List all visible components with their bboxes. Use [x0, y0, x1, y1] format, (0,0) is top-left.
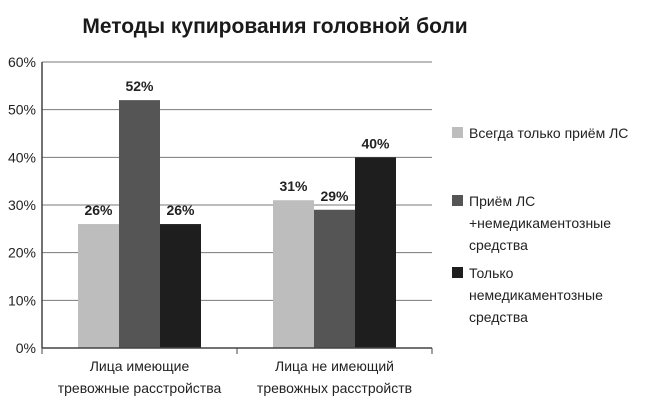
x-category-label: тревожные расстройства [58, 380, 222, 396]
legend: Всегда только приём ЛС Приём ЛС +немедикам… [452, 125, 628, 325]
data-label: 26% [84, 202, 113, 218]
data-label: 31% [279, 178, 308, 194]
y-tick-label: 60% [8, 54, 36, 70]
bar [78, 224, 119, 348]
x-category-label: Лица имеющие [90, 358, 190, 374]
bar [160, 224, 201, 348]
y-tick-label: 20% [8, 245, 36, 261]
legend-label: средства [469, 237, 528, 253]
x-category-label: Лица не имеющий [275, 358, 394, 374]
axes [41, 62, 433, 354]
bars [78, 100, 396, 348]
y-axis-ticks: 0% 10% 20% 30% 40% 50% 60% [8, 54, 36, 356]
bar [119, 100, 160, 348]
bar [273, 200, 314, 348]
data-labels: 26% 52% 26% 31% 29% 40% [84, 78, 390, 218]
data-label: 52% [125, 78, 154, 94]
data-label: 40% [361, 135, 390, 151]
x-category-label: тревожных расстройств [257, 380, 412, 396]
legend-label: Всегда только приём ЛС [469, 125, 628, 141]
y-tick-label: 0% [16, 340, 36, 356]
bar [355, 157, 396, 348]
legend-label: средства [469, 309, 528, 325]
legend-swatch [452, 127, 463, 138]
y-tick-label: 10% [8, 292, 36, 308]
legend-label: Только [469, 265, 514, 281]
legend-label: Приём ЛС [469, 193, 535, 209]
y-tick-label: 50% [8, 102, 36, 118]
bar [314, 209, 355, 348]
chart-title: Методы купирования головной боли [82, 15, 467, 38]
data-label: 29% [320, 188, 349, 204]
y-tick-label: 40% [8, 149, 36, 165]
data-label: 26% [166, 202, 195, 218]
legend-label: немедикаментозные [469, 287, 603, 303]
legend-swatch [452, 267, 463, 278]
y-tick-label: 30% [8, 197, 36, 213]
x-axis-categories: Лица имеющие тревожные расстройства Лица н… [58, 358, 412, 396]
legend-label: +немедикаментозные [469, 215, 611, 231]
legend-swatch [452, 195, 463, 206]
